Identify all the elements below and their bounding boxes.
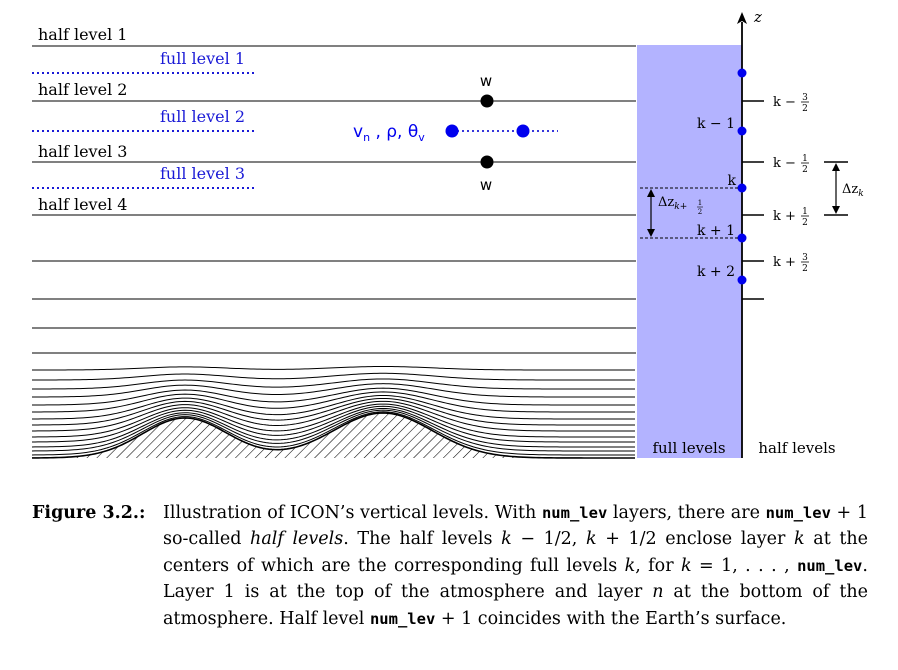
- z-axis-label: z: [753, 8, 762, 26]
- figure-caption: Figure 3.2.: Illustration of ICON’s verti…: [32, 500, 872, 632]
- half-level-label-2: half level 2: [38, 80, 127, 99]
- half-level-label-4: half level 4: [38, 195, 127, 214]
- terrain-level-line-3: [31, 378, 635, 390]
- left-panel: half level 1 half level 2 half level 3 h…: [31, 25, 636, 459]
- full-point-k-plus-2: [737, 275, 747, 285]
- svg-text:3: 3: [802, 253, 808, 263]
- half-label-k-minus-3-2: k − 3 2: [773, 93, 809, 114]
- full-point-k-minus-2: [737, 68, 747, 78]
- full-label-k-minus-1: k − 1: [697, 116, 735, 132]
- svg-text:Δzk+: Δzk+: [658, 195, 687, 212]
- svg-text:k +: k +: [773, 255, 796, 270]
- full-point-k-plus-1: [737, 233, 747, 243]
- svg-text:2: 2: [802, 104, 808, 114]
- delta-z-half-label: Δzk+ 1 2: [658, 195, 703, 216]
- terrain-level-line-6: [32, 391, 635, 413]
- terrain-level-line-12: [31, 407, 635, 448]
- svg-text:k +: k +: [773, 209, 796, 224]
- terrain-level-line-8: [31, 397, 635, 426]
- delta-z-full-arrow-up-icon: [832, 163, 840, 171]
- terrain-level-line-4: [32, 383, 635, 398]
- z-axis-arrow-icon: [737, 12, 747, 24]
- delta-z-half-arrow-down-icon: [647, 229, 655, 237]
- full-label-k-plus-1: k + 1: [697, 223, 735, 239]
- delta-z-full-arrow-down-icon: [832, 206, 840, 214]
- svg-text:2: 2: [802, 165, 808, 175]
- half-label-k-plus-3-2: k + 3 2: [773, 253, 809, 274]
- full-levels-column: [637, 45, 742, 458]
- terrain-level-line-2: [32, 372, 635, 381]
- svg-text:1: 1: [802, 207, 808, 217]
- prognostic-vars-label: vn , ρ, θv: [353, 122, 425, 144]
- full-level-label-2: full level 2: [160, 107, 245, 126]
- delta-z-full-label: Δzk: [842, 182, 864, 199]
- half-level-label-1: half level 1: [38, 25, 127, 44]
- terrain-level-line-10: [31, 403, 635, 438]
- w-point-bottom: [480, 155, 494, 169]
- svg-text:k −: k −: [773, 156, 796, 171]
- svg-text:3: 3: [802, 93, 808, 103]
- w-label-bottom: w: [480, 176, 492, 194]
- svg-text:2: 2: [698, 208, 702, 216]
- half-levels-caption: half levels: [758, 439, 835, 457]
- svg-text:k −: k −: [773, 95, 796, 110]
- half-label-k-plus-1-2: k + 1 2: [773, 207, 809, 228]
- w-point-top: [480, 94, 494, 108]
- terrain-following-levels: [31, 365, 635, 459]
- scalar-point-left: [445, 124, 459, 138]
- terrain-level-line-1: [31, 365, 635, 371]
- full-point-k-minus-1: [737, 126, 747, 136]
- svg-text:1: 1: [698, 199, 702, 207]
- figure-label: Figure 3.2.:: [32, 503, 146, 523]
- terrain-level-line-11: [31, 405, 635, 443]
- terrain-level-line-9: [31, 400, 635, 432]
- svg-text:2: 2: [802, 218, 808, 228]
- terrain-level-line-13: [31, 409, 635, 452]
- half-label-k-minus-1-2: k − 1 2: [773, 154, 809, 175]
- terrain-level-line-7: [31, 395, 635, 420]
- full-level-label-1: full level 1: [160, 49, 245, 68]
- w-label-top: w: [480, 72, 492, 90]
- vertical-levels-diagram: half level 1 half level 2 half level 3 h…: [31, 8, 864, 459]
- terrain-level-line-14: [31, 411, 635, 456]
- figure-caption-text: Illustration of ICON’s vertical levels. …: [163, 503, 869, 629]
- full-level-label-3: full level 3: [160, 164, 245, 183]
- full-levels-caption: full levels: [652, 439, 725, 457]
- delta-z-half-arrow-up-icon: [647, 189, 655, 197]
- right-panel: z k − 3 2 k − 1 2 k + 1 2 k + 3: [637, 8, 864, 458]
- full-label-k: k: [728, 173, 737, 189]
- svg-text:2: 2: [802, 264, 808, 274]
- svg-text:1: 1: [802, 154, 808, 164]
- scalar-point-right: [516, 124, 530, 138]
- half-level-label-3: half level 3: [38, 142, 127, 161]
- earth-surface: [32, 413, 636, 458]
- full-label-k-plus-2: k + 2: [697, 264, 735, 280]
- terrain-level-line-5: [31, 387, 635, 406]
- full-point-k: [737, 183, 747, 193]
